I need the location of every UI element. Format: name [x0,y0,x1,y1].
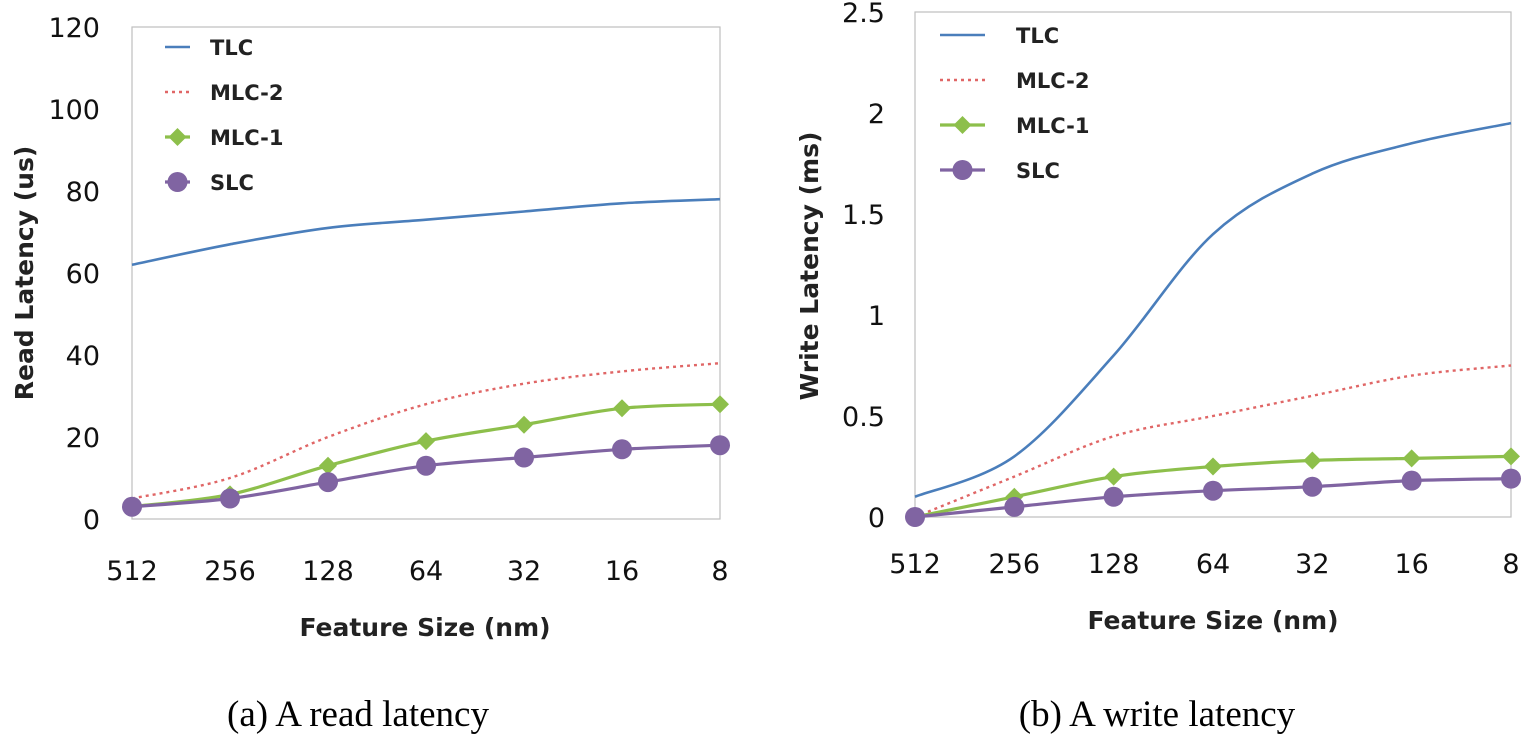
plot-area [914,11,1512,518]
series-mlc-1-point [319,456,337,475]
chart-read-latency: 0 20 40 60 80 100 120 512 256 128 64 32 16 8 Read Late… [10,13,730,735]
series-mlc-1-point [1502,447,1520,466]
legend-marker [953,116,972,134]
y-tick-label: 100 [48,95,100,126]
figure-caption: (a) A read latency [227,694,489,735]
series-tlc-line [914,121,1512,499]
legend-label: MLC-1 [210,126,284,150]
y-tick-label: 0 [83,505,100,536]
series-slc-point [1401,470,1422,491]
series-mlc-1-point [613,399,631,418]
legend-label: SLC [1016,159,1060,183]
y-tick-label: 60 [66,259,100,290]
legend-marker [167,172,188,192]
y-tick-label: 2 [868,99,885,130]
legend-label: SLC [210,171,254,195]
x-tick-label: 64 [1196,549,1230,580]
series-mlc-1-point [1104,467,1123,486]
series-mlc-2-line [914,364,1512,519]
x-tick-label: 512 [106,556,158,587]
legend-label: TLC [1016,24,1059,48]
series-mlc-1-line [131,402,721,509]
x-tick-label: 256 [204,556,256,587]
y-tick-label: 120 [48,13,100,44]
series-slc-point [416,455,436,476]
x-axis-title: Feature Size (nm) [299,613,550,642]
x-tick-label: 32 [507,556,541,587]
legend: TLC MLC-2 MLC-1 SLC [165,36,284,195]
legend-label: MLC-2 [210,81,284,105]
legend-label: MLC-2 [1016,69,1090,93]
series-mlc-1-point [711,395,729,414]
series-slc-point [514,447,534,468]
series-slc-point [1203,480,1223,501]
x-tick-label: 512 [889,549,941,580]
x-tick-label: 64 [409,556,443,587]
series-mlc-1-point [515,415,533,434]
series-slc-point [1501,468,1521,489]
legend-marker [952,160,973,180]
chart-write-latency: 0 0.5 1 1.5 2 2.5 512 256 128 64 32 16 8 Write Latenc… [795,0,1521,735]
x-tick-label: 16 [1394,549,1428,580]
x-tick-label: 32 [1295,549,1329,580]
series-slc-point [318,472,338,493]
y-tick-label: 0.5 [842,402,885,433]
y-tick-label: 0 [868,503,885,534]
series-slc-point [220,488,240,509]
series-mlc-1-point [1303,451,1322,470]
x-tick-label: 256 [989,549,1041,580]
series-slc-point [612,439,632,460]
x-tick-label: 8 [711,556,728,587]
legend-label: TLC [210,36,253,60]
y-tick-label: 80 [66,177,100,208]
y-tick-label: 40 [66,341,100,372]
x-tick-label: 128 [302,556,354,587]
x-tick-label: 16 [605,556,639,587]
x-axis-title: Feature Size (nm) [1087,606,1338,635]
y-axis-title: Read Latency (us) [10,146,39,401]
series-mlc-1-point [417,432,435,451]
series-slc-point [1004,496,1025,517]
series-tlc-line [131,197,721,267]
y-tick-label: 2.5 [842,0,885,29]
series-slc-point [122,496,142,517]
figure-caption: (b) A write latency [1019,694,1296,735]
series-mlc-1-point [1204,457,1222,476]
legend-marker [168,128,187,146]
y-tick-label: 1.5 [842,200,885,231]
x-tick-label: 128 [1088,549,1140,580]
series-mlc-1-point [1402,449,1421,468]
y-tick-label: 20 [66,423,100,454]
series-slc-point [905,507,925,527]
x-tick-label: 8 [1502,549,1519,580]
y-axis-title: Write Latency (ms) [795,132,824,401]
series-mlc-2-line [131,362,721,500]
series-slc-point [1103,486,1124,507]
series-slc-point [710,435,730,456]
legend-label: MLC-1 [1016,114,1090,138]
plot-area [131,26,721,520]
legend: TLC MLC-2 MLC-1 SLC [940,24,1090,183]
y-tick-label: 1 [868,301,885,332]
series-slc-point [1302,476,1323,497]
